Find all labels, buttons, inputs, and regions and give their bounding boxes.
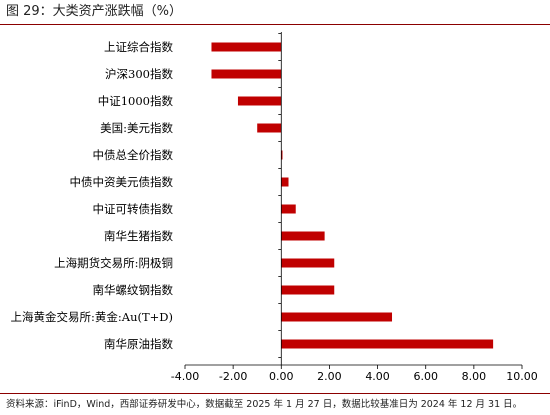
- figure-title: 图 29：大类资产涨跌幅（%）: [6, 4, 183, 19]
- x-tick-label: 4.00: [365, 370, 390, 383]
- bar: [281, 231, 325, 241]
- bar: [281, 258, 335, 268]
- footer-divider: [0, 393, 550, 394]
- bars-group: [211, 42, 494, 349]
- bar: [281, 339, 494, 349]
- category-label: 美国:美元指数: [100, 121, 173, 135]
- x-tick-label: -4.00: [171, 370, 199, 383]
- category-label: 中证1000指数: [98, 94, 174, 108]
- x-tick-labels-group: -4.00 -2.00 0.00 2.00 4.00 6.00 8.00 10.00: [171, 370, 538, 383]
- bar: [211, 42, 282, 52]
- bar: [211, 69, 282, 79]
- category-label: 上证综合指数: [104, 40, 173, 54]
- x-axis: [184, 32, 523, 369]
- category-label: 南华原油指数: [104, 337, 173, 351]
- x-tick-label: 2.00: [317, 370, 342, 383]
- bar: [237, 96, 282, 106]
- category-label: 南华螺纹钢指数: [93, 283, 174, 297]
- bar: [257, 123, 282, 133]
- category-label: 上海黄金交易所:黄金:Au(T+D): [11, 310, 173, 324]
- bar: [281, 204, 296, 214]
- category-label: 南华生猪指数: [104, 229, 173, 243]
- x-tick-label: 10.00: [506, 370, 538, 383]
- x-tick-label: 8.00: [462, 370, 487, 383]
- title-divider: [0, 24, 550, 25]
- bar: [281, 285, 335, 295]
- x-tick-label: 0.00: [269, 370, 294, 383]
- category-label: 上海期货交易所:阴极铜: [54, 256, 173, 270]
- bar: [281, 177, 289, 187]
- source-note: 资料来源：iFinD，Wind，西部证券研发中心，数据截至 2025 年 1 月…: [6, 399, 523, 410]
- category-label: 中债中资美元债指数: [70, 175, 174, 189]
- category-label: 中债总全价指数: [93, 148, 174, 162]
- bar: [281, 150, 283, 160]
- category-label: 沪深300指数: [105, 67, 173, 81]
- category-labels-group: 上证综合指数沪深300指数中证1000指数美国:美元指数中债总全价指数中债中资美…: [11, 40, 174, 351]
- x-tick-label: 6.00: [413, 370, 438, 383]
- bar-chart: 上证综合指数沪深300指数中证1000指数美国:美元指数中债总全价指数中债中资美…: [11, 32, 538, 383]
- bar: [281, 312, 393, 322]
- x-tick-label: -2.00: [219, 370, 247, 383]
- category-label: 中证可转债指数: [93, 202, 174, 216]
